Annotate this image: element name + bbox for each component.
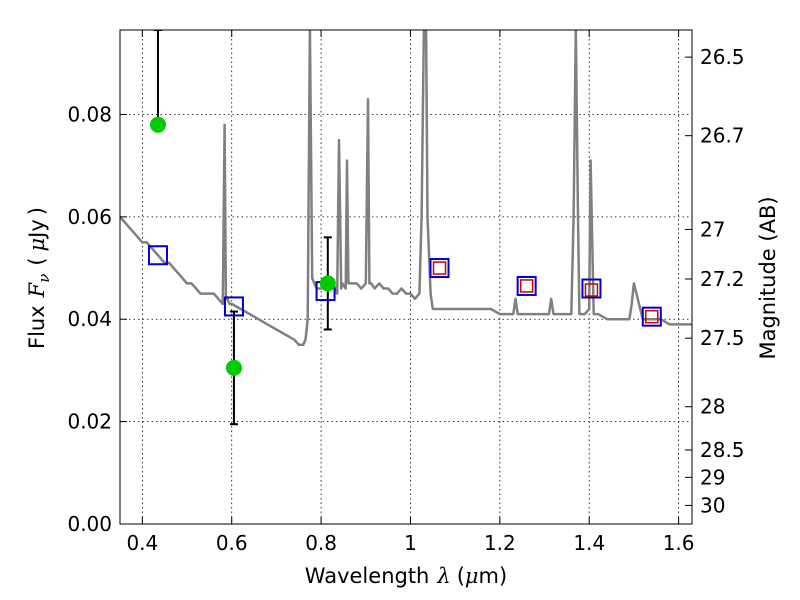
template-photometry-point — [432, 261, 447, 275]
x-tick-label: 1.2 — [484, 531, 516, 555]
errorbar-layer — [153, 30, 332, 426]
mag-tick-label: 28.5 — [700, 438, 745, 462]
observed-flux-point — [149, 116, 166, 133]
template-photometry-point — [519, 279, 534, 293]
mag-tick-label: 30 — [700, 493, 725, 517]
y2-axis-label: Magnitude (AB) — [756, 196, 780, 359]
model-photometry-point — [223, 296, 244, 317]
x-tick-label: 1 — [404, 531, 417, 555]
y-tick-label: 0.04 — [67, 307, 112, 331]
y-tick-label: 0.08 — [67, 102, 112, 126]
mag-tick-label: 26.5 — [700, 45, 745, 69]
y-tick-label: 0.02 — [67, 410, 112, 434]
x-axis-label: Wavelength λ (μm) — [305, 564, 507, 588]
plot-frame — [119, 29, 693, 525]
tick-label-layer: 0.4 0.6 0.8 1 1.2 1.4 1.6 0.00 0.02 0.04 0.06 0.08 2… — [67, 45, 744, 555]
mag-tick-label: 27.5 — [700, 326, 745, 350]
model-spectrum-layer — [120, 30, 692, 347]
mag-tick-label: 27 — [700, 217, 725, 241]
template-photometry-point — [645, 309, 659, 324]
marker-layer — [147, 116, 662, 376]
x-tick-label: 0.4 — [126, 531, 158, 555]
y-tick-label: 0.00 — [67, 512, 112, 536]
model-photometry-point — [516, 275, 537, 296]
x-tick-label: 0.6 — [216, 531, 248, 555]
tick-layer — [120, 30, 692, 525]
model-photometry-point — [581, 278, 602, 299]
y-tick-label: 0.06 — [67, 205, 112, 229]
x-tick-label: 1.4 — [573, 531, 605, 555]
model-photometry-point — [641, 306, 662, 327]
observed-flux-point — [319, 275, 336, 292]
template-photometry-point — [584, 283, 599, 297]
model-photometry-point — [147, 245, 168, 266]
mag-tick-label: 26.7 — [700, 124, 745, 148]
x-tick-label: 0.8 — [305, 531, 337, 555]
model-spectrum-line — [120, 30, 692, 347]
mag-tick-label: 29 — [700, 465, 725, 489]
mag-tick-label: 28 — [700, 395, 725, 419]
y-axis-label: FluxFν(μJy) — [25, 207, 53, 349]
model-photometry-point — [429, 258, 450, 279]
x-tick-label: 1.6 — [663, 531, 695, 555]
grid — [120, 30, 692, 525]
observed-flux-point — [225, 359, 242, 376]
mag-tick-label: 27.2 — [700, 267, 745, 291]
